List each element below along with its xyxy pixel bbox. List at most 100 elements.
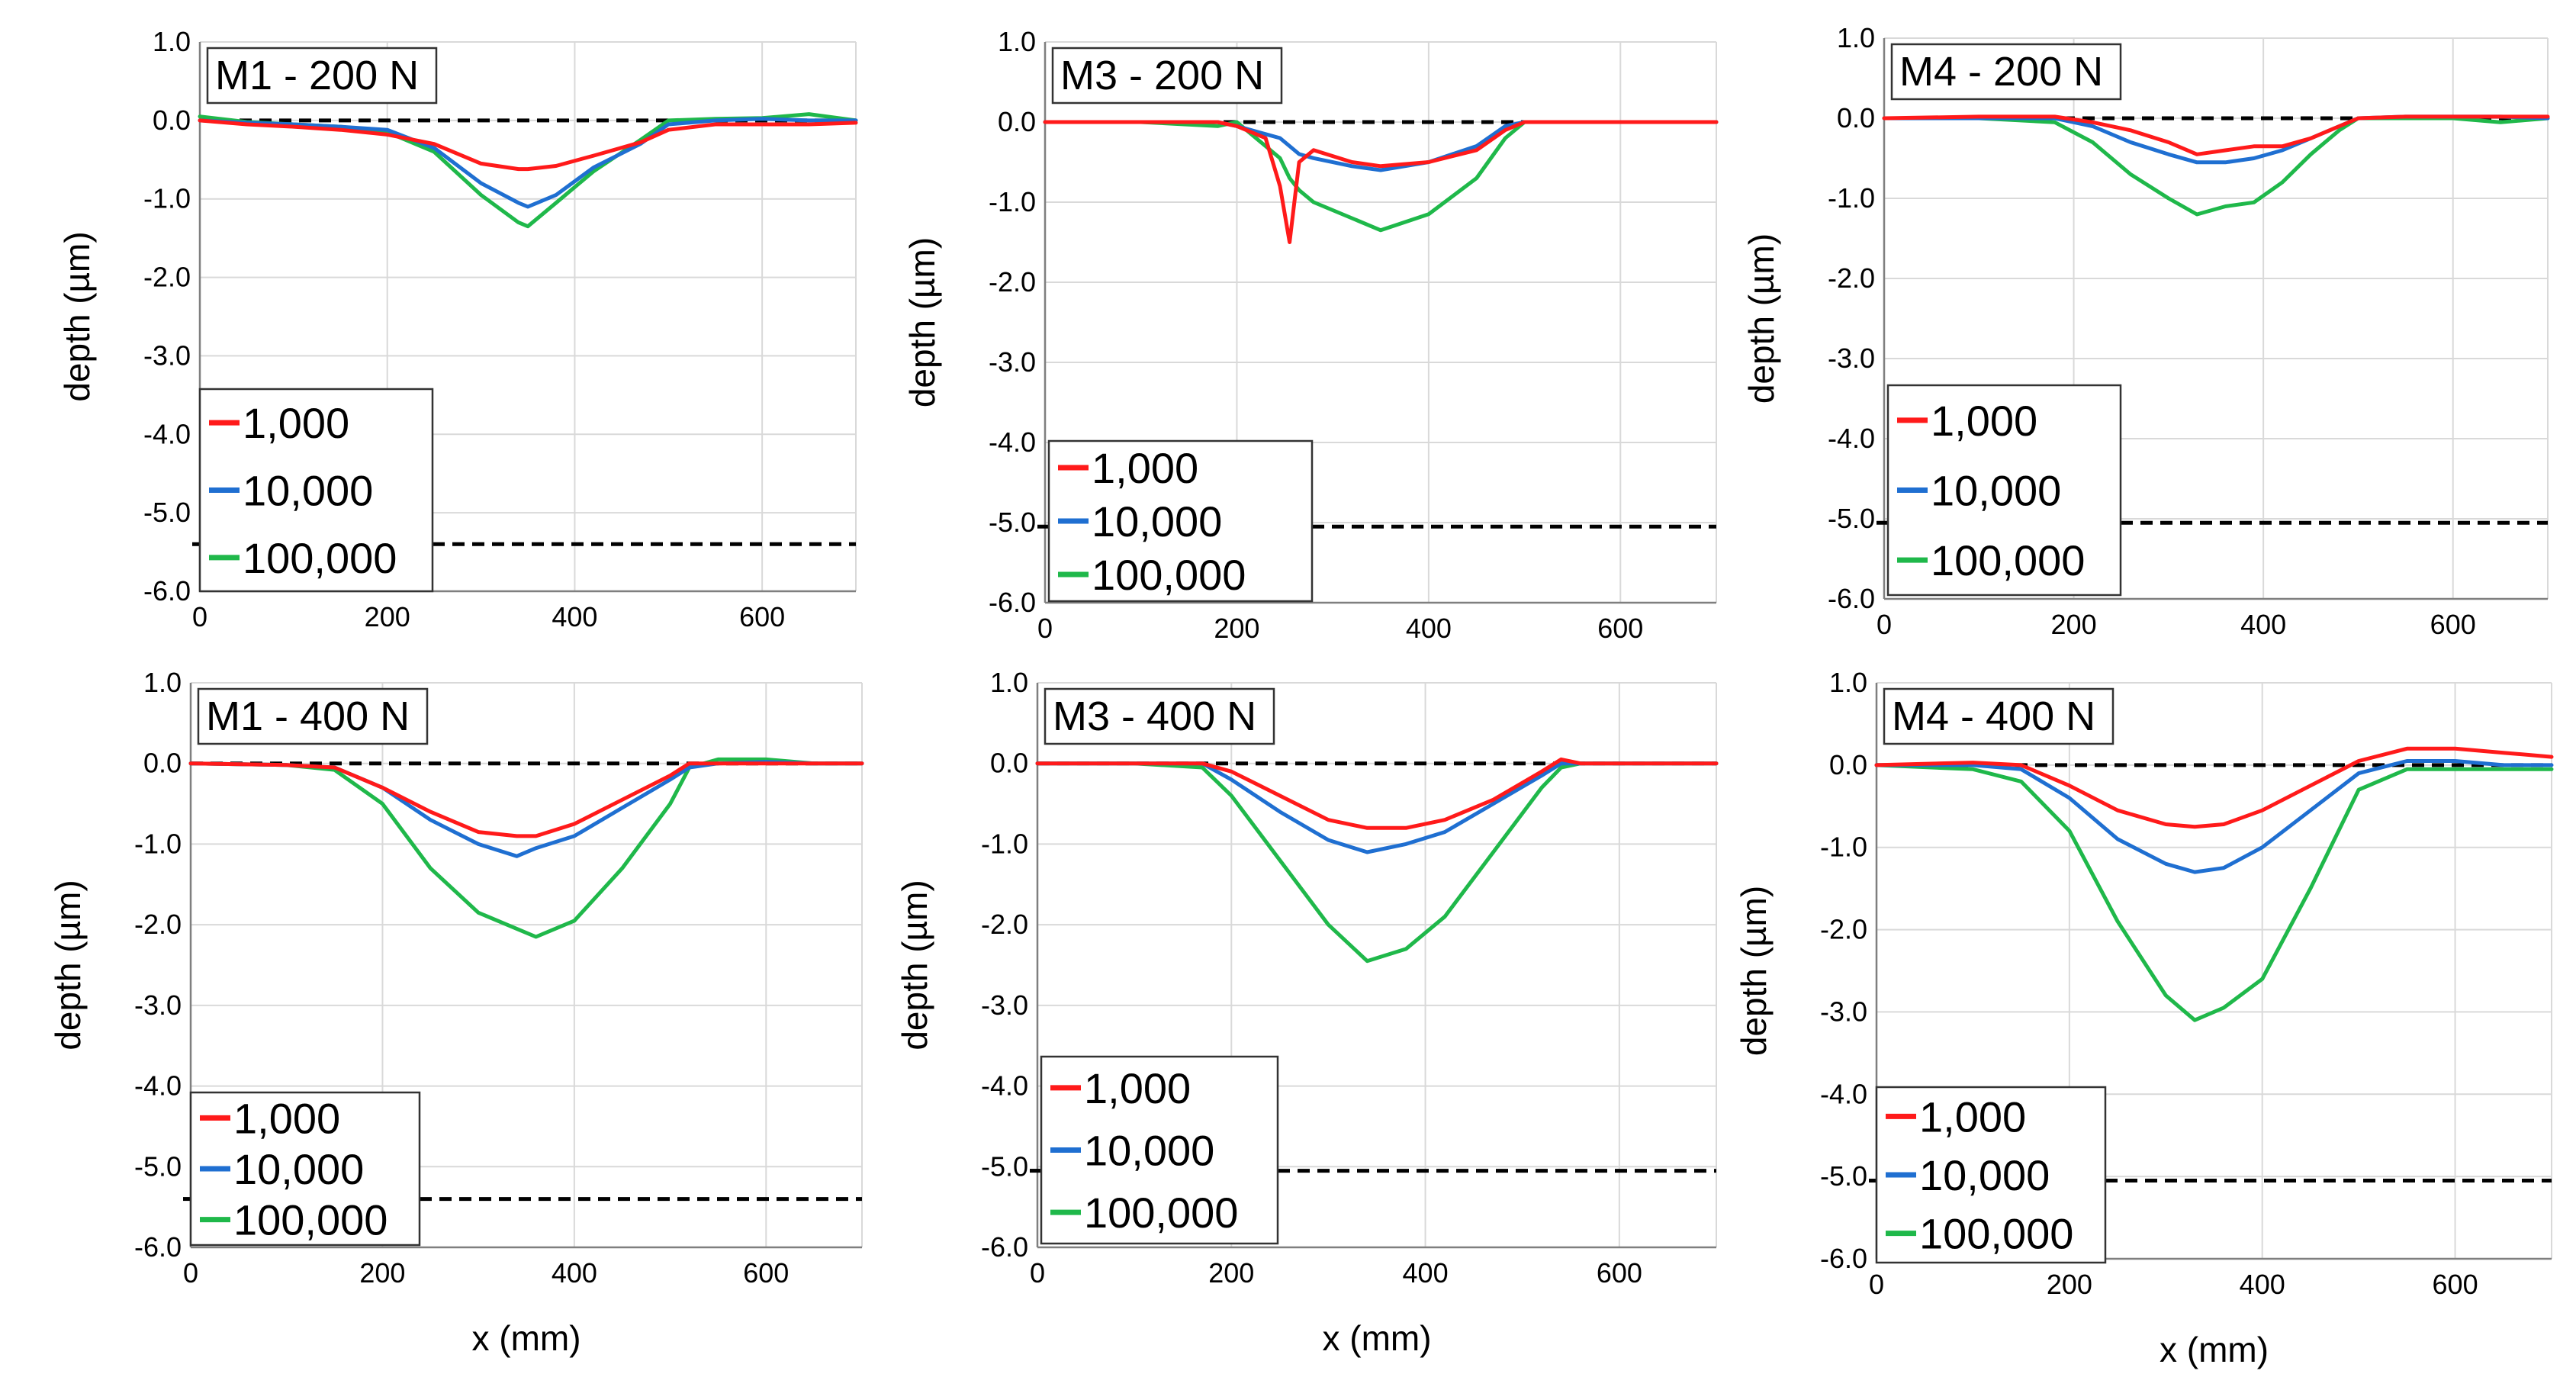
y-tick-label: 0.0 bbox=[1829, 749, 1867, 780]
y-tick-label: -5.0 bbox=[1828, 503, 1875, 534]
panel-title-box: M3 - 400 N bbox=[1044, 687, 1275, 745]
series-line-1000 bbox=[1043, 120, 1719, 244]
x-tick-label: 0 bbox=[1869, 1269, 1884, 1300]
y-tick-label: 0.0 bbox=[998, 106, 1036, 137]
y-tick-label: -3.0 bbox=[1828, 343, 1875, 374]
legend-label: 1,000 bbox=[1092, 444, 1198, 492]
y-axis-title: depth (µm) bbox=[1741, 233, 1781, 404]
x-axis-title: x (mm) bbox=[1322, 1318, 1431, 1358]
y-tick-label: -5.0 bbox=[143, 497, 191, 528]
series-line-10000 bbox=[1874, 759, 2554, 874]
title-frame bbox=[1044, 687, 1275, 745]
y-tick-label: -6.0 bbox=[143, 575, 191, 607]
panel-m3-400-n: 1.0 0.0 -1.0 -2.0 -3.0 -4.0 -5.0 -6.00 200 400 600… bbox=[895, 667, 1719, 1358]
y-tick-label: -3.0 bbox=[143, 339, 191, 371]
panel-title-box: M1 - 400 N bbox=[197, 687, 429, 745]
x-tick-label: 600 bbox=[2430, 609, 2476, 640]
x-tick-label: 400 bbox=[2240, 609, 2286, 640]
series-line-100000 bbox=[1035, 761, 1719, 964]
panel-m1-400-n: 1.0 0.0 -1.0 -2.0 -3.0 -4.0 -5.0 -6.00 200 400 600… bbox=[48, 667, 864, 1358]
legend-label: 100,000 bbox=[1931, 536, 2085, 584]
x-tick-label: 400 bbox=[552, 601, 597, 632]
x-tick-label: 400 bbox=[1403, 1257, 1449, 1289]
legend-label: 1,000 bbox=[1931, 397, 2037, 445]
legend-label: 10,000 bbox=[1919, 1151, 2050, 1199]
x-tick-label: 0 bbox=[183, 1257, 198, 1289]
series-line-100000 bbox=[1874, 763, 2554, 1022]
panel-title-box: M4 - 400 N bbox=[1883, 687, 2115, 745]
y-tick-label: 0.0 bbox=[990, 748, 1028, 779]
y-tick-label: -2.0 bbox=[134, 909, 182, 940]
x-tick-label: 0 bbox=[1877, 609, 1892, 640]
panel-title-box: M1 - 200 N bbox=[206, 47, 438, 105]
y-tick-label: -4.0 bbox=[989, 426, 1036, 458]
y-tick-label: -1.0 bbox=[143, 183, 191, 214]
panel-title-box: M4 - 200 N bbox=[1890, 43, 2122, 101]
y-tick-label: -1.0 bbox=[1820, 832, 1867, 863]
x-tick-label: 400 bbox=[1406, 613, 1452, 644]
y-tick-label: -2.0 bbox=[981, 909, 1028, 940]
y-tick-label: -5.0 bbox=[1820, 1160, 1867, 1192]
panel-title: M3 - 200 N bbox=[1060, 53, 1264, 98]
y-tick-label: -3.0 bbox=[989, 346, 1036, 378]
panel-m4-400-n: 1.0 0.0 -1.0 -2.0 -3.0 -4.0 -5.0 -6.00 200 400 600… bbox=[1734, 667, 2554, 1369]
panel-m4-200-n: 1.0 0.0 -1.0 -2.0 -3.0 -4.0 -5.0 -6.00 200 400 600… bbox=[1741, 22, 2550, 640]
series-line-10000 bbox=[1035, 761, 1719, 854]
y-tick-label: -5.0 bbox=[989, 507, 1036, 538]
x-tick-label: 600 bbox=[2433, 1269, 2478, 1300]
panel-title: M4 - 400 N bbox=[1892, 693, 2095, 739]
y-tick-label: 1.0 bbox=[998, 26, 1036, 57]
legend-label: 100,000 bbox=[1919, 1210, 2073, 1258]
panel-title-box: M3 - 200 N bbox=[1051, 47, 1283, 105]
title-frame bbox=[1051, 47, 1283, 105]
y-tick-label: 0.0 bbox=[143, 748, 182, 779]
series-line-10000 bbox=[188, 760, 864, 858]
x-tick-label: 600 bbox=[739, 601, 785, 632]
y-tick-label: -6.0 bbox=[989, 587, 1036, 618]
y-axis-title: depth (µm) bbox=[902, 237, 942, 407]
series-line-10000 bbox=[1882, 114, 2550, 165]
y-tick-label: -6.0 bbox=[1820, 1243, 1867, 1274]
panel-title: M1 - 400 N bbox=[206, 693, 410, 739]
x-tick-label: 200 bbox=[365, 601, 410, 632]
x-tick-label: 200 bbox=[2051, 609, 2097, 640]
y-axis-title: depth (µm) bbox=[48, 880, 88, 1050]
title-frame bbox=[197, 687, 429, 745]
y-axis-title: depth (µm) bbox=[1734, 886, 1774, 1056]
legend-frame bbox=[1047, 439, 1314, 603]
legend-label: 10,000 bbox=[233, 1145, 364, 1193]
y-tick-label: -6.0 bbox=[134, 1231, 182, 1263]
x-tick-label: 0 bbox=[1030, 1257, 1045, 1289]
series-line-1000 bbox=[1882, 114, 2550, 156]
y-tick-label: -1.0 bbox=[1828, 182, 1875, 214]
x-tick-label: 200 bbox=[1208, 1257, 1254, 1289]
y-tick-label: -4.0 bbox=[1828, 423, 1875, 454]
x-tick-label: 0 bbox=[1037, 613, 1053, 644]
panel-m3-200-n: 1.0 0.0 -1.0 -2.0 -3.0 -4.0 -5.0 -6.00 200 400 600… bbox=[902, 26, 1719, 644]
y-tick-label: -1.0 bbox=[134, 828, 182, 859]
panel-m1-200-n: 1.0 0.0 -1.0 -2.0 -3.0 -4.0 -5.0 -6.00 200 400 600… bbox=[57, 26, 858, 632]
y-tick-label: -2.0 bbox=[1820, 914, 1867, 945]
title-frame bbox=[1883, 687, 2115, 745]
y-tick-label: -1.0 bbox=[989, 186, 1036, 217]
x-tick-label: 600 bbox=[743, 1257, 789, 1289]
series-line-100000 bbox=[1043, 120, 1719, 233]
y-tick-label: -6.0 bbox=[1828, 583, 1875, 614]
y-tick-label: -3.0 bbox=[1820, 996, 1867, 1027]
x-tick-label: 200 bbox=[1214, 613, 1259, 644]
y-tick-label: 1.0 bbox=[143, 667, 182, 698]
y-tick-label: 1.0 bbox=[1837, 22, 1875, 53]
series-line-1000 bbox=[188, 761, 864, 838]
title-frame bbox=[1890, 43, 2122, 101]
legend-label: 10,000 bbox=[1092, 497, 1222, 545]
legend-label: 100,000 bbox=[243, 534, 397, 582]
title-frame bbox=[206, 47, 438, 105]
x-tick-label: 600 bbox=[1597, 613, 1643, 644]
y-tick-label: -5.0 bbox=[134, 1150, 182, 1182]
series-line-100000 bbox=[188, 757, 864, 939]
y-tick-label: -5.0 bbox=[981, 1150, 1028, 1182]
y-tick-label: 1.0 bbox=[153, 26, 191, 57]
